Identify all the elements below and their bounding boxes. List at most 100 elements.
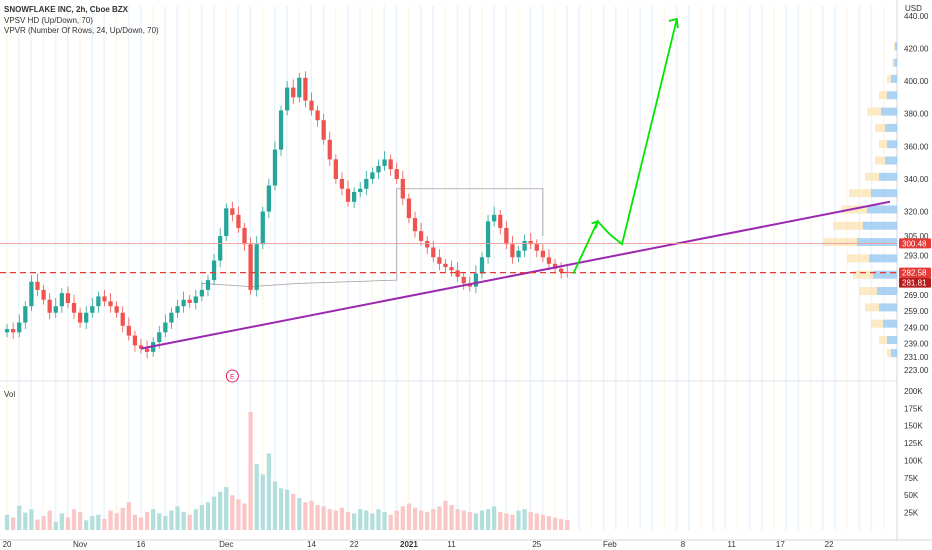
vpvr-up-row xyxy=(885,123,897,132)
candle-body xyxy=(412,218,418,232)
price-tag-label: 281.81 xyxy=(902,279,927,288)
time-tick-label: 17 xyxy=(776,540,785,549)
earnings-letter: E xyxy=(230,374,235,381)
price-tick-label: 440.00 xyxy=(904,12,929,21)
session-band xyxy=(639,6,641,530)
volume-bar xyxy=(211,496,217,530)
volume-bar xyxy=(485,509,491,530)
vpvr-up-row xyxy=(873,270,897,279)
earnings-marker[interactable]: E xyxy=(225,369,239,383)
vpvr-down-row xyxy=(865,303,879,312)
forecast-arrow-2 xyxy=(609,18,678,246)
volume-bar xyxy=(315,504,320,530)
vpvr-down-row xyxy=(865,172,879,181)
volume-axis[interactable]: 200K 175K 150K 125K 100K 75K 50K 25K xyxy=(904,387,923,518)
volume-label[interactable]: Vol xyxy=(4,390,16,399)
price-tick-label: 400.00 xyxy=(904,77,929,86)
currency-label: USD xyxy=(905,4,922,13)
vpvr-down-row xyxy=(879,335,887,344)
volume-bar xyxy=(400,506,405,530)
volume-bar xyxy=(47,510,52,530)
volume-bar xyxy=(333,510,338,530)
session-band xyxy=(834,6,836,530)
session-band xyxy=(614,6,617,530)
volume-bar xyxy=(540,514,546,530)
candle-body xyxy=(266,185,272,212)
forecast-arrowhead-1 xyxy=(591,219,600,229)
candle-body xyxy=(358,188,363,192)
vpvr-down-row xyxy=(879,140,887,149)
volume-bar xyxy=(327,509,332,530)
vpvr-down-row xyxy=(875,156,885,165)
time-tick-label: 2021 xyxy=(400,540,418,549)
candle-body xyxy=(479,257,485,274)
candle-body xyxy=(132,335,138,346)
session-band xyxy=(785,6,788,530)
session-band xyxy=(517,6,520,530)
volume-bar xyxy=(552,517,558,530)
price-tick-label: 239.00 xyxy=(904,340,929,349)
vpvr-up-row xyxy=(883,319,897,328)
volume-bar xyxy=(504,513,509,530)
indicator-vpvr-label[interactable]: VPVR (Number Of Rows, 24, Up/Down, 70) xyxy=(4,26,159,35)
candle-body xyxy=(522,240,527,251)
volume-bar xyxy=(77,511,83,530)
volume-tick-label: 75K xyxy=(904,474,919,483)
price-tag-label: 282.58 xyxy=(902,269,927,278)
session-band xyxy=(334,6,337,530)
candle-body xyxy=(71,302,77,313)
session-band xyxy=(103,6,106,530)
session-band xyxy=(310,6,313,530)
candle-body xyxy=(211,260,217,281)
volume-bar xyxy=(345,511,351,530)
candle-body xyxy=(17,322,22,333)
volume-bar xyxy=(199,504,205,530)
price-tick-label: 360.00 xyxy=(904,142,929,151)
volume-bar xyxy=(218,491,223,530)
support-trendline xyxy=(140,200,891,350)
volume-bar xyxy=(455,509,460,530)
candle-body xyxy=(492,214,497,222)
candle-body xyxy=(59,293,64,307)
time-axis[interactable]: 20 Nov 16 Dec 14 22 2021 11 25 Feb 8 11 17 22 xyxy=(3,540,834,549)
time-tick-label: 25 xyxy=(532,540,541,549)
candle-body xyxy=(199,289,205,297)
volume-bar xyxy=(236,499,241,530)
price-axis[interactable]: 440.00 420.00 400.00 380.00 360.00 340.00 320.… xyxy=(904,12,929,375)
candle-body xyxy=(297,77,302,98)
volume-bar xyxy=(412,507,418,530)
vpvr-down-row xyxy=(879,91,887,100)
session-band xyxy=(359,6,361,530)
time-tick-label: 16 xyxy=(137,540,146,549)
time-tick-label: 22 xyxy=(825,540,834,549)
time-tick-label: 8 xyxy=(681,540,686,549)
session-band xyxy=(870,6,873,530)
session-band xyxy=(261,6,264,530)
candle-body xyxy=(546,257,552,264)
session-band xyxy=(688,6,690,530)
session-band xyxy=(858,6,861,530)
candle-body xyxy=(327,139,332,160)
indicator-vpsv-label[interactable]: VPSV HD (Up/Down, 70) xyxy=(4,16,93,25)
candle-body xyxy=(248,244,253,290)
volume-bar xyxy=(303,502,308,530)
time-tick-label: 22 xyxy=(350,540,359,549)
price-tick-label: 305.00 xyxy=(904,232,929,241)
drawings[interactable] xyxy=(0,17,897,350)
candle-body xyxy=(333,159,338,179)
volume-bar xyxy=(41,516,46,530)
candle-body xyxy=(528,240,533,245)
session-band xyxy=(590,6,593,530)
candle-body xyxy=(504,227,509,245)
candle-body xyxy=(114,306,119,313)
candle-body xyxy=(309,100,314,111)
vpvr-up-row xyxy=(891,74,897,83)
session-band xyxy=(140,6,142,530)
vpvr-down-row xyxy=(833,221,863,230)
session-band xyxy=(541,6,544,530)
time-tick-label: 14 xyxy=(307,540,316,549)
candle-body xyxy=(394,169,399,179)
vpvr-down-row xyxy=(887,74,891,83)
volume-bar xyxy=(29,509,34,530)
